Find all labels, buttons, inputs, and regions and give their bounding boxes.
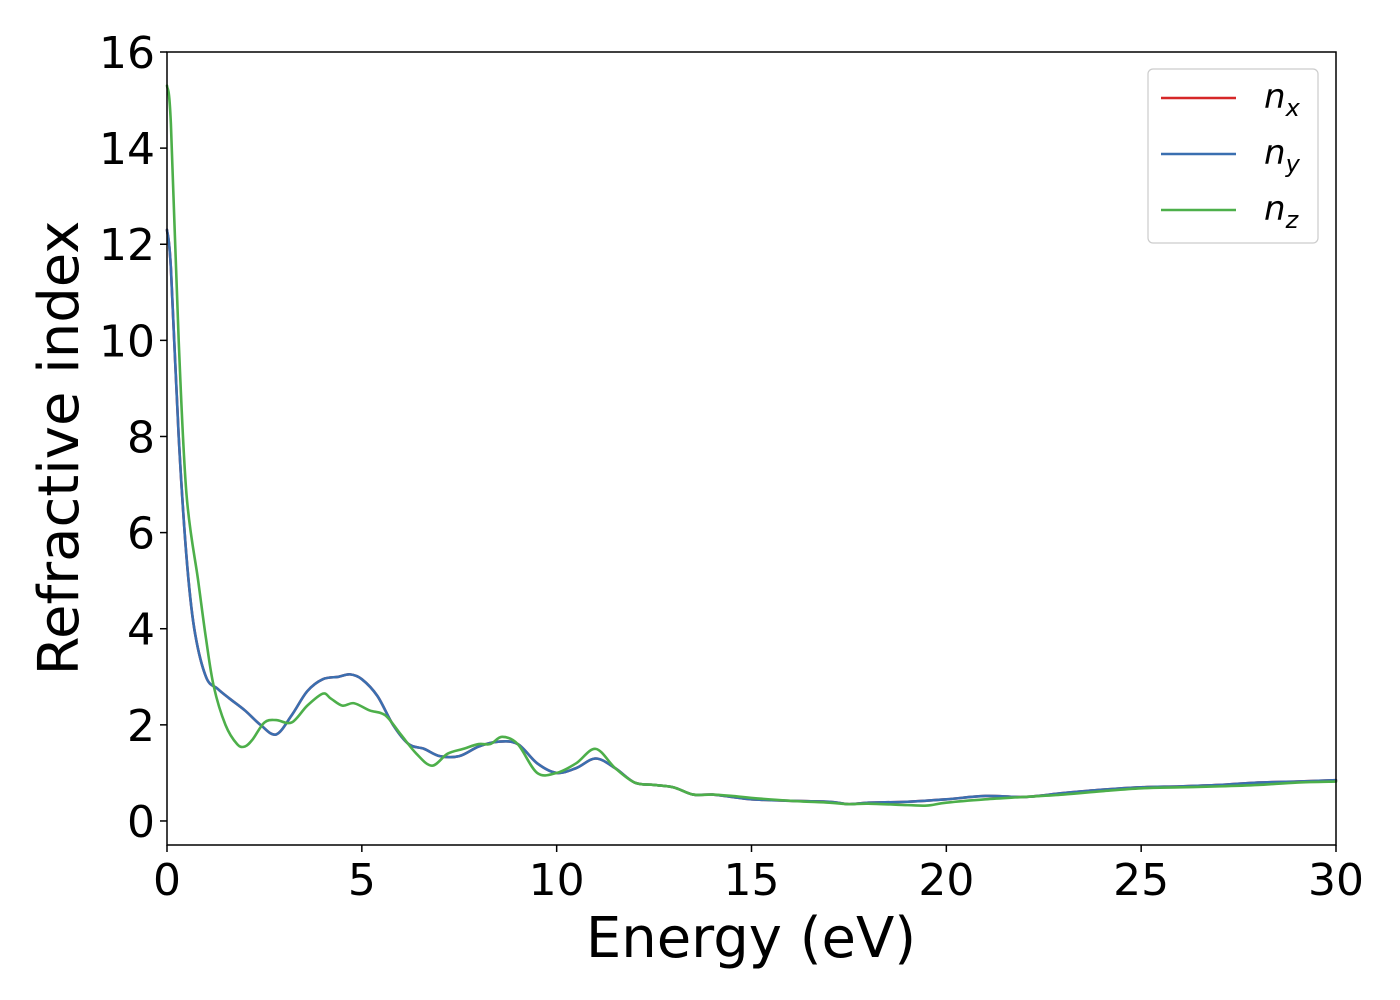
x-axis-title: Energy (eV) <box>586 906 916 971</box>
y-tick-label: 14 <box>99 124 155 175</box>
x-tick-label: 20 <box>918 855 974 906</box>
y-ticks: 0 2 4 6 8 10 12 14 16 <box>99 28 167 848</box>
legend-label-x: nx <box>1264 77 1301 122</box>
legend-box <box>1147 68 1319 244</box>
x-tick-label: 10 <box>529 855 585 906</box>
y-tick-label: 16 <box>99 28 155 79</box>
series-line-z <box>165 84 1338 808</box>
y-tick-label: 4 <box>127 605 155 656</box>
x-tick-label: 15 <box>724 855 780 906</box>
x-tick-label: 5 <box>348 855 376 906</box>
legend-entries: nx ny nz <box>1161 77 1301 234</box>
x-tick-label: 25 <box>1113 855 1169 906</box>
y-tick-label: 10 <box>99 316 155 367</box>
legend-label-z: nz <box>1264 189 1300 234</box>
y-tick-label: 6 <box>127 509 155 560</box>
y-tick-label: 2 <box>127 701 155 752</box>
plot-background <box>167 52 1336 845</box>
y-tick-label: 0 <box>127 797 155 848</box>
legend: nx ny nz <box>1147 68 1319 244</box>
y-tick-label: 8 <box>127 412 155 463</box>
series-line-y <box>165 228 1338 806</box>
y-tick-label: 12 <box>99 220 155 271</box>
x-tick-label: 0 <box>153 855 181 906</box>
x-tick-label: 30 <box>1308 855 1364 906</box>
legend-label-y: ny <box>1264 133 1301 178</box>
series-layer <box>165 84 1338 808</box>
y-axis-title: Refractive index <box>27 221 92 676</box>
x-ticks: 0 5 10 15 20 25 30 <box>153 845 1364 906</box>
